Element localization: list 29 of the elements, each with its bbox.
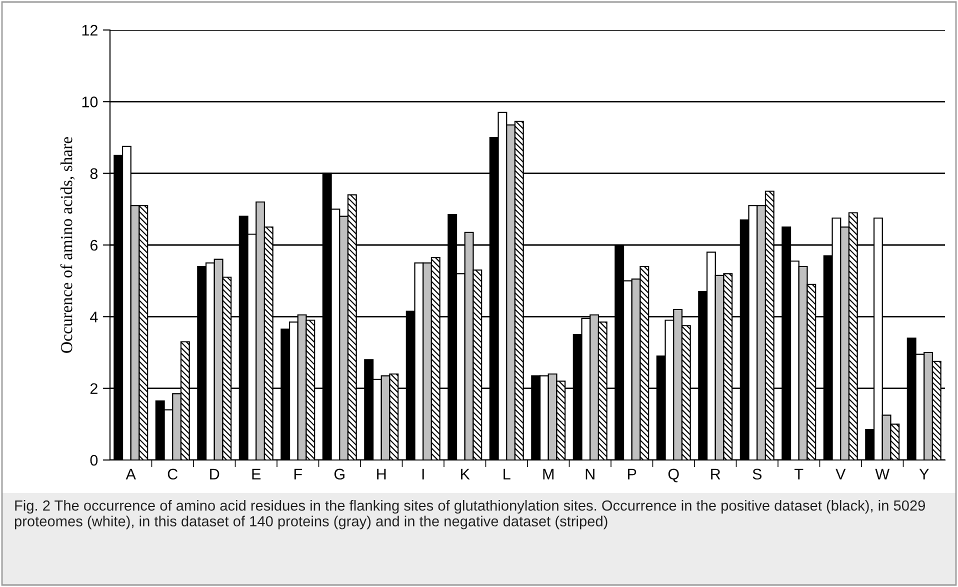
y-tick-label: 6 — [90, 240, 98, 251]
x-tick-label: P — [628, 468, 636, 480]
x-tick-label: S — [752, 468, 762, 480]
y-tick-label: 12 — [82, 24, 98, 36]
x-tick-label: T — [794, 468, 804, 480]
x-tick-label: A — [126, 468, 136, 480]
x-tick-label: I — [422, 468, 424, 480]
x-tick-label: F — [294, 468, 302, 480]
y-tick-label: 8 — [90, 168, 98, 180]
x-tick-label: N — [586, 468, 594, 480]
caption: Fig. 2 The occurrence of amino acid residues in the flanking sites of glutathionylation sites. Occurrence in the positive dataset (black), in 5029 proteomes (white), in this dataset of 140 proteins (gray) and in the negative dataset (striped) — [14, 500, 925, 530]
x-tick-label: L — [504, 468, 510, 480]
x-tick-label: H — [377, 468, 386, 480]
x-tick-label: Q — [668, 468, 679, 482]
y-axis-title: Occurence of amino acids, share — [60, 137, 75, 353]
x-tick-label: W — [875, 468, 890, 480]
x-tick-label: Y — [919, 468, 929, 480]
x-tick-label: D — [210, 468, 220, 480]
x-tick-label: R — [711, 468, 720, 480]
y-tick-label: 10 — [82, 96, 98, 108]
y-tick-label: 4 — [90, 312, 98, 322]
x-tick-label: G — [334, 468, 344, 480]
x-tick-label: K — [461, 468, 470, 480]
x-tick-label: E — [252, 468, 261, 480]
y-tick-label: 0 — [90, 454, 98, 466]
y-tick-label: 2 — [90, 383, 98, 394]
x-tick-label: V — [836, 468, 846, 480]
x-tick-label: M — [543, 468, 554, 480]
x-tick-label: C — [168, 468, 178, 480]
